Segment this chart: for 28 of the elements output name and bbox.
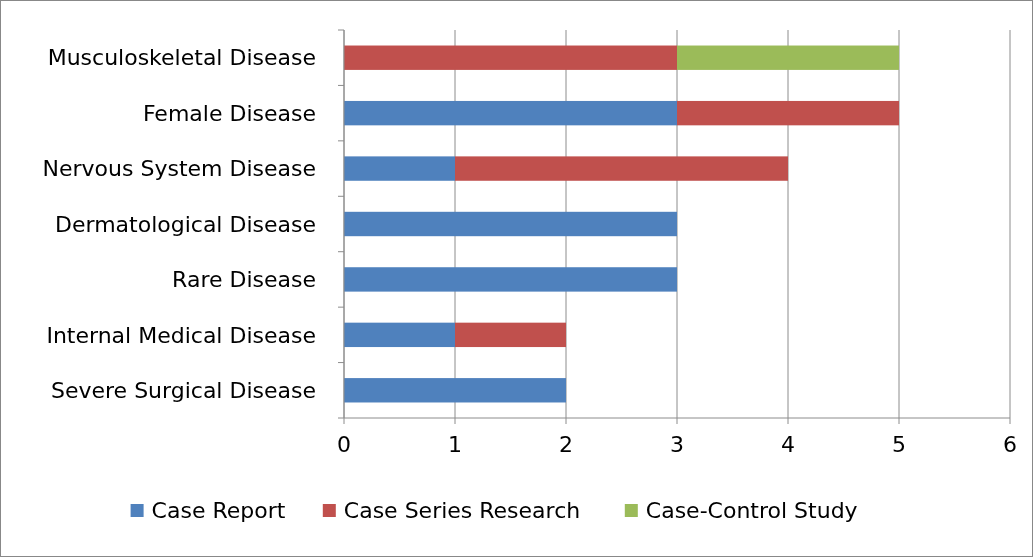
x-tick-label: 6 [1003,432,1017,457]
y-tick-label: Internal Medical Disease [46,322,316,348]
bar [344,267,677,292]
bar [455,156,788,181]
bar [344,322,455,348]
x-tick-label: 2 [559,432,573,457]
y-tick-label: Nervous System Disease [42,156,316,182]
bar [344,100,677,126]
x-tick-label: 0 [337,432,351,457]
y-tick-label: Rare Disease [172,267,316,293]
legend-label: Case Series Research [343,497,581,523]
y-tick-label: Female Disease [142,100,316,126]
bar [677,100,899,126]
legend-label: Case-Control Study [645,497,858,523]
x-tick-label: 3 [670,432,684,457]
bar [677,45,899,70]
legend-label: Case Report [151,497,286,523]
y-tick-label: Severe Surgical Disease [51,377,316,403]
bar [344,211,677,237]
bar [344,156,455,181]
x-tick-label: 5 [892,432,906,457]
x-tick-label: 1 [448,432,462,457]
bar [455,322,566,348]
bar [344,45,677,70]
y-tick-label: Musculoskeletal Disease [47,45,316,71]
x-tick-label: 4 [781,432,795,457]
bar [344,378,566,403]
y-tick-label: Dermatological Disease [55,211,316,237]
